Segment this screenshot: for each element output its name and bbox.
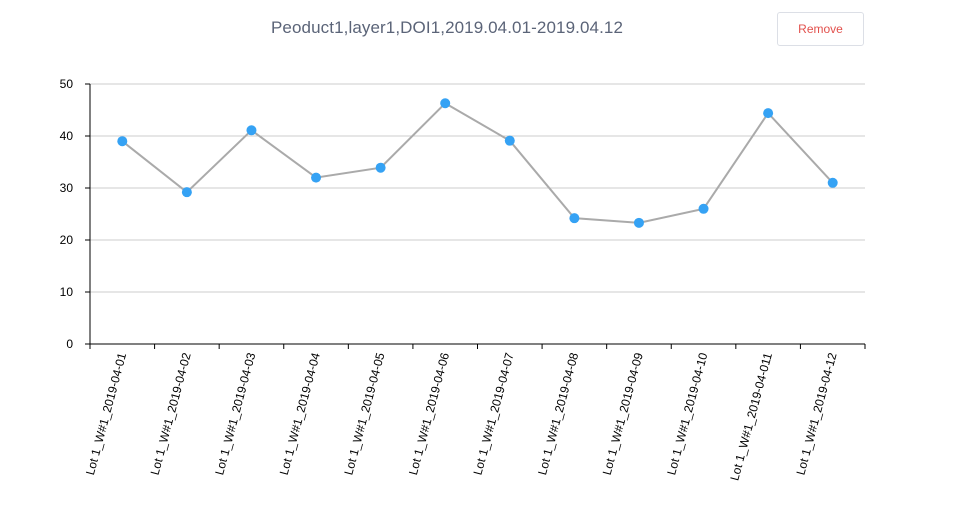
data-point[interactable] [375,162,386,173]
data-point[interactable] [569,213,580,224]
x-tick-label: Lot 1_W#1_2019-04-06 [406,351,452,477]
x-tick-label: Lot 1_W#1_2019-04-03 [212,351,258,477]
data-point[interactable] [311,172,322,183]
x-axis: Lot 1_W#1_2019-04-01 Lot 1_W#1_2019-04-02… [83,343,866,482]
data-point[interactable] [827,177,838,188]
y-tick-label: 10 [60,285,74,299]
y-tick-label: 20 [60,233,74,247]
data-point[interactable] [504,135,515,146]
x-tick-label: Lot 1_W#1_2019-04-02 [148,351,194,477]
data-point[interactable] [698,203,709,214]
y-tick-label: 30 [60,181,74,195]
x-tick-label: Lot 1_W#1_2019-04-04 [277,351,323,477]
data-point[interactable] [181,187,192,198]
y-axis: 0 10 20 30 40 50 [60,77,91,351]
data-point[interactable] [440,98,451,109]
y-tick-label: 40 [60,129,74,143]
x-tick-label: Lot 1_W#1_2019-04-08 [535,351,581,477]
x-tick-label: Lot 1_W#1_2019-04-12 [793,351,839,477]
x-tick-label: Lot 1_W#1_2019-04-01 [83,351,129,477]
data-point[interactable] [246,125,257,136]
x-tick-label: Lot 1_W#1_2019-04-05 [341,351,387,477]
series-line [121,101,834,224]
data-point[interactable] [763,108,774,119]
x-tick-label: Lot 1_W#1_2019-04-10 [664,351,710,477]
data-points [117,98,838,228]
data-point[interactable] [117,136,128,147]
chart-title: Peoduct1,layer1,DOI1,2019.04.01-2019.04.… [270,18,623,37]
x-tick-label: Lot 1_W#1_2019-04-07 [471,351,517,477]
grid-lines [90,83,865,293]
x-tick-label: Lot 1_W#1_2019-04-09 [600,351,646,477]
remove-button[interactable]: Remove [777,12,864,46]
y-tick-label: 50 [60,77,74,91]
data-point[interactable] [633,217,644,228]
y-tick-label: 0 [66,337,73,351]
x-tick-label: Lot 1_W#1_2019-04-011 [727,351,775,482]
